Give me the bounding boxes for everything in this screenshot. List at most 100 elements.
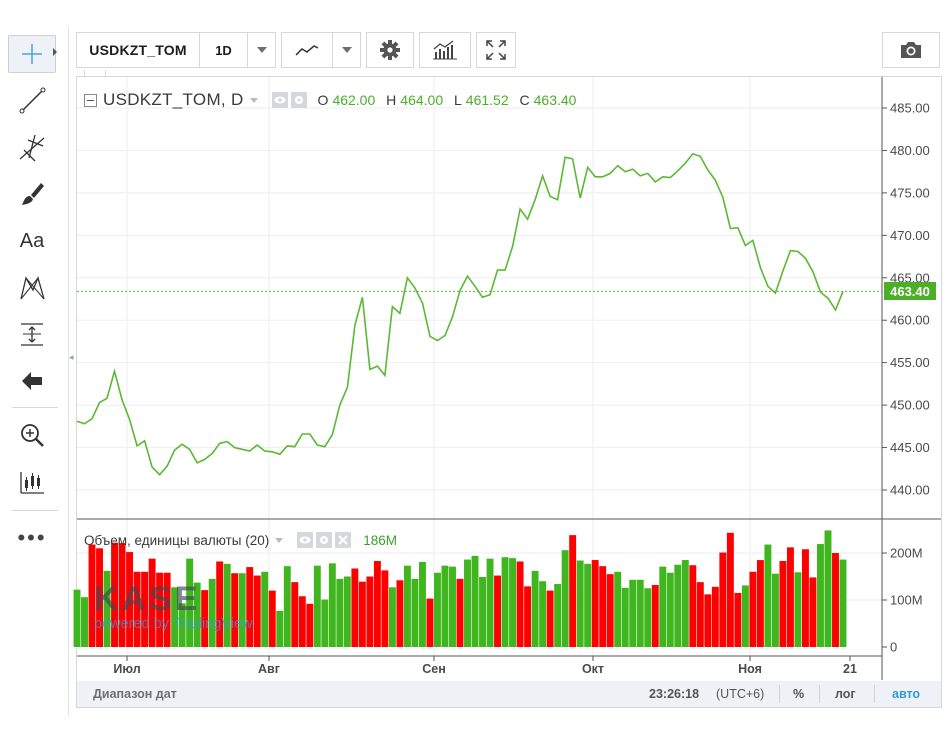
time-axis-ticks[interactable]: Июл Авг Сен Окт Ноя 21	[113, 656, 857, 676]
volume-bar	[659, 566, 667, 647]
status-divider	[874, 685, 875, 703]
series-settings-gear-icon[interactable]	[290, 92, 307, 108]
volume-bar	[306, 603, 314, 647]
trend-line-icon	[19, 87, 46, 114]
price-tick-label: 475.00	[890, 185, 930, 200]
status-divider	[779, 685, 780, 703]
volume-bar	[569, 535, 577, 647]
chart-style-dropdown[interactable]	[333, 32, 361, 68]
open-value: 462.00	[332, 92, 376, 108]
volume-bar	[554, 584, 562, 647]
volume-bar	[501, 557, 509, 647]
price-tick-label: 445.00	[890, 440, 930, 455]
volume-bar	[449, 566, 456, 647]
indicators-icon	[433, 40, 457, 60]
volume-bar	[261, 571, 269, 647]
volume-bar	[96, 548, 103, 647]
pitchfork-icon	[19, 134, 45, 162]
volume-value: 186M	[363, 532, 397, 548]
visibility-eye-icon[interactable]	[271, 92, 288, 108]
chart-container	[76, 76, 942, 708]
volume-bar	[666, 572, 674, 647]
volume-bar	[73, 589, 81, 647]
fullscreen-button[interactable]	[476, 32, 516, 68]
crosshair-tool[interactable]	[8, 35, 56, 73]
brush-tool[interactable]	[8, 174, 56, 214]
volume-dropdown-icon[interactable]	[275, 537, 284, 543]
timezone-button[interactable]: (UTC+6)	[716, 687, 765, 701]
zoom-tool[interactable]	[8, 415, 56, 455]
price-axis-ticks[interactable]: 485.00 480.00 475.00 470.00 465.00 460.00 455.…	[882, 101, 930, 498]
indicators-button[interactable]	[419, 32, 471, 68]
volume-bar	[81, 597, 88, 647]
symbol-search-button[interactable]: USDKZT_TOM	[76, 32, 200, 68]
pitchfork-tool[interactable]	[8, 127, 56, 167]
volume-bar	[126, 552, 134, 647]
volume-bar	[561, 550, 569, 647]
drawing-toolbar: Aa	[0, 26, 66, 716]
volume-bar	[111, 542, 119, 647]
percent-scale-toggle[interactable]: %	[793, 687, 805, 701]
volume-bar	[786, 547, 794, 647]
volume-bar	[268, 590, 276, 647]
volume-bar	[711, 586, 719, 647]
volume-settings-gear-icon[interactable]	[316, 532, 333, 548]
remove-drawings-tool[interactable]	[8, 361, 56, 401]
pattern-tool[interactable]	[8, 268, 56, 308]
volume-bar	[373, 560, 381, 647]
series-dropdown-icon[interactable]	[249, 97, 258, 103]
volume-bar	[801, 549, 809, 647]
series-title[interactable]: USDKZT_TOM, D	[103, 90, 244, 109]
volume-bar	[148, 558, 156, 647]
chart-style-button[interactable]	[281, 32, 333, 68]
more-tools[interactable]: •••	[8, 518, 56, 558]
price-tick-label: 440.00	[890, 483, 930, 498]
settings-button[interactable]	[366, 32, 414, 68]
time-tick-label: 21	[843, 662, 857, 676]
auto-scale-toggle[interactable]: авто	[892, 687, 921, 701]
volume-bar	[441, 565, 449, 647]
volume-bar	[809, 577, 817, 647]
close-value: 463.40	[533, 92, 577, 108]
volume-bar	[246, 567, 254, 647]
collapse-legend-icon[interactable]	[84, 93, 97, 107]
text-tool[interactable]: Aa	[8, 221, 56, 261]
volume-bar	[163, 572, 171, 647]
trend-line-tool[interactable]	[8, 80, 56, 120]
interval-button[interactable]: 1D	[200, 32, 248, 68]
arrow-left-icon	[22, 372, 42, 390]
log-scale-toggle[interactable]: лог	[835, 687, 856, 701]
volume-title[interactable]: Объем, единицы валюты (20)	[84, 532, 270, 548]
volume-bar	[584, 563, 592, 647]
status-bar: Диапазон дат 23:26:18 (UTC+6) % лог авто	[77, 681, 941, 707]
volume-remove-close-icon[interactable]	[335, 532, 352, 548]
status-divider	[819, 685, 820, 703]
volume-bar	[734, 592, 742, 647]
price-line	[76, 152, 844, 476]
time-tick-label: Окт	[582, 662, 604, 676]
volume-axis-ticks[interactable]: 200M 100M 0	[882, 546, 923, 655]
volume-bar	[418, 561, 426, 647]
volume-bar	[629, 579, 637, 647]
volume-bar	[88, 544, 96, 647]
chart-ruler-tool[interactable]	[8, 463, 56, 503]
volume-visibility-eye-icon[interactable]	[297, 532, 314, 548]
line-style-icon	[295, 45, 319, 56]
collapse-toolbar-icon[interactable]: ◂	[69, 352, 74, 362]
measure-tool[interactable]	[8, 314, 56, 354]
tool-expand-arrow[interactable]	[53, 48, 57, 56]
volume-bar	[696, 582, 704, 647]
date-range-button[interactable]: Диапазон дат	[93, 687, 177, 701]
volume-bar	[426, 598, 434, 647]
volume-bar	[741, 585, 749, 647]
interval-dropdown[interactable]	[248, 32, 276, 68]
high-value: 464.00	[400, 92, 444, 108]
volume-bar	[276, 610, 284, 647]
volume-bar	[689, 565, 697, 647]
snapshot-button[interactable]	[882, 32, 940, 68]
price-tick-label: 455.00	[890, 355, 930, 370]
volume-bar	[794, 572, 802, 647]
